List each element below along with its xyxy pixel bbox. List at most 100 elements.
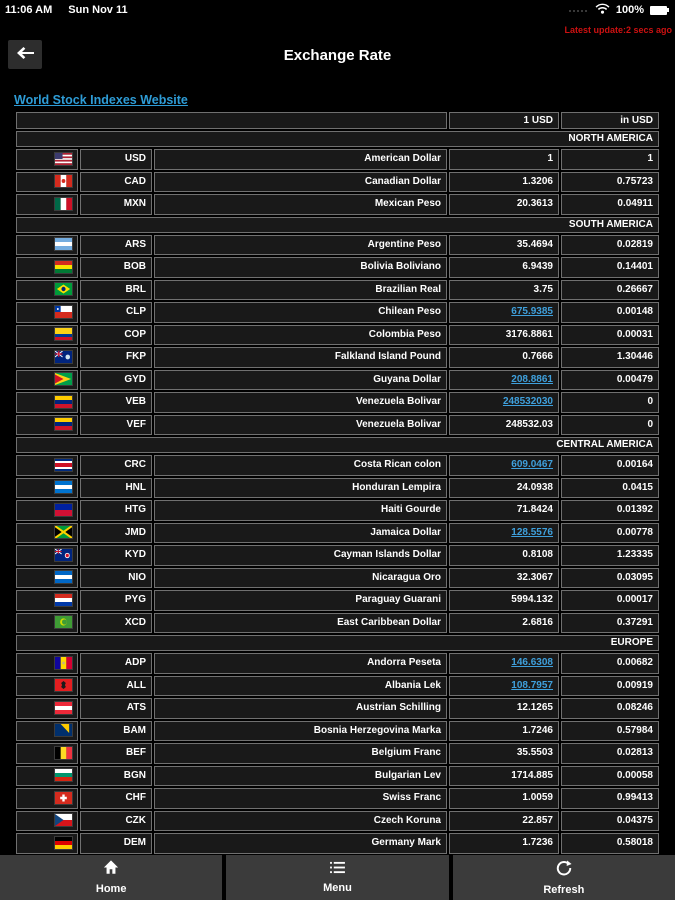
- rate-value: 0.8108: [522, 549, 553, 560]
- rate-value: 32.3067: [516, 571, 553, 583]
- inusd-cell: 0.14401: [561, 257, 659, 278]
- currency-code-cell: ATS: [80, 698, 152, 719]
- flag-usd-icon: [54, 151, 73, 166]
- flag-cell: [16, 567, 78, 588]
- flag-cell: [16, 500, 78, 521]
- rate-link[interactable]: 108.7957: [511, 679, 553, 691]
- flag-bam-icon: [54, 723, 73, 738]
- rate-cell: 20.3613: [449, 194, 559, 215]
- inusd-cell: 0.00919: [561, 675, 659, 696]
- rate-cell: 71.8424: [449, 500, 559, 521]
- currency-row: NIO Nicaragua Oro 32.3067 0.03095: [16, 567, 659, 588]
- table-header-row: 1 USD in USD: [16, 112, 659, 129]
- bottom-nav: Home Menu Refresh: [0, 855, 675, 900]
- currency-row: HTG Haiti Gourde 71.8424 0.01392: [16, 500, 659, 521]
- currency-row: BEF Belgium Franc 35.5503 0.02813: [16, 743, 659, 764]
- nav-refresh-button[interactable]: Refresh: [452, 855, 675, 900]
- currency-row: GYD Guyana Dollar 208.8861 0.00479: [16, 369, 659, 390]
- flag-cell: [16, 369, 78, 390]
- section-header-row: NORTH AMERICA: [16, 131, 659, 147]
- rate-link[interactable]: 248532030: [502, 396, 553, 407]
- flag-brl-icon: [54, 282, 73, 297]
- currency-row: ADP Andorra Peseta 146.6308 0.00682: [16, 653, 659, 674]
- signal-dots-icon: [568, 9, 589, 13]
- rate-link[interactable]: 609.0467: [511, 459, 553, 470]
- rate-cell: 22.857: [449, 810, 559, 831]
- currency-row: CAD Canadian Dollar 1.3206 0.75723: [16, 171, 659, 192]
- flag-cell: [16, 302, 78, 323]
- nav-home-button[interactable]: Home: [0, 855, 223, 900]
- flag-all-icon: [54, 678, 73, 693]
- currency-name-cell: Honduran Lempira: [154, 477, 447, 498]
- rate-cell: 0.8108: [449, 545, 559, 566]
- inusd-cell: 0.0415: [561, 477, 659, 498]
- inusd-cell: 0.37291: [561, 612, 659, 633]
- rate-link[interactable]: 128.5576: [511, 526, 553, 538]
- nav-label: Home: [95, 883, 127, 895]
- rate-link[interactable]: 146.6308: [511, 657, 553, 668]
- currency-code-cell: BOB: [80, 257, 152, 278]
- currency-row: MXN Mexican Peso 20.3613 0.04911: [16, 194, 659, 215]
- currency-code-cell: USD: [80, 149, 152, 170]
- flag-pyg-icon: [54, 592, 73, 607]
- date: Sun Nov 11: [68, 4, 128, 16]
- home-icon: [103, 860, 119, 880]
- inusd-cell: 0.00058: [561, 765, 659, 786]
- flag-fkp-icon: [54, 349, 73, 364]
- flag-cell: [16, 698, 78, 719]
- currency-row: PYG Paraguay Guarani 5994.132 0.00017: [16, 590, 659, 611]
- flag-cell: [16, 477, 78, 498]
- rate-value: 3176.8861: [505, 328, 553, 340]
- flag-nio-icon: [54, 570, 73, 585]
- currency-row: CHF Swiss Franc 1.0059 0.99413: [16, 788, 659, 809]
- inusd-cell: 0.00031: [561, 324, 659, 345]
- back-button[interactable]: [8, 40, 42, 69]
- currency-name-cell: Czech Koruna: [154, 810, 447, 831]
- inusd-cell: 0.58018: [561, 833, 659, 854]
- currency-row: JMD Jamaica Dollar 128.5576 0.00778: [16, 522, 659, 543]
- currency-code-cell: JMD: [80, 522, 152, 543]
- rate-cell: 1: [449, 149, 559, 170]
- flag-adp-icon: [54, 655, 73, 670]
- flag-cell: [16, 149, 78, 170]
- inusd-cell: 0.57984: [561, 720, 659, 741]
- inusd-cell: 0.00017: [561, 590, 659, 611]
- currency-code-cell: BRL: [80, 279, 152, 300]
- currency-code-cell: VEB: [80, 392, 152, 413]
- currency-row: COP Colombia Peso 3176.8861 0.00031: [16, 324, 659, 345]
- inusd-cell: 0.04375: [561, 810, 659, 831]
- flag-dem-icon: [54, 835, 73, 850]
- rate-cell: 248532.03: [449, 414, 559, 435]
- rate-value: 71.8424: [516, 504, 553, 515]
- currency-name-cell: Bulgarian Lev: [154, 765, 447, 786]
- flag-cell: [16, 257, 78, 278]
- world-stock-indexes-link[interactable]: World Stock Indexes Website: [14, 93, 188, 107]
- inusd-cell: 0.04911: [561, 194, 659, 215]
- inusd-cell: 0.02819: [561, 234, 659, 255]
- nav-menu-button[interactable]: Menu: [226, 855, 449, 900]
- rate-link[interactable]: 208.8861: [511, 373, 553, 385]
- rate-cell: 5994.132: [449, 590, 559, 611]
- rate-cell: 2.6816: [449, 612, 559, 633]
- rate-link[interactable]: 675.9385: [511, 306, 553, 317]
- flag-cell: [16, 590, 78, 611]
- currency-code-cell: ADP: [80, 653, 152, 674]
- nav-label: Menu: [323, 882, 352, 894]
- inusd-cell: 1.30446: [561, 347, 659, 368]
- col-header-1usd: 1 USD: [449, 112, 559, 129]
- flag-crc-icon: [54, 457, 73, 472]
- currency-row: BAM Bosnia Herzegovina Marka 1.7246 0.57984: [16, 720, 659, 741]
- currency-code-cell: DEM: [80, 833, 152, 854]
- rate-value: 1.0059: [522, 792, 553, 803]
- currency-name-cell: Costa Rican colon: [154, 455, 447, 476]
- currency-code-cell: NIO: [80, 567, 152, 588]
- header-empty-cell: [16, 112, 447, 129]
- currency-name-cell: Colombia Peso: [154, 324, 447, 345]
- inusd-cell: 0.26667: [561, 279, 659, 300]
- currency-row: ALL Albania Lek 108.7957 0.00919: [16, 675, 659, 696]
- inusd-cell: 0.00164: [561, 455, 659, 476]
- flag-xcd-icon: [54, 615, 73, 630]
- currency-code-cell: BAM: [80, 720, 152, 741]
- rate-cell: 12.1265: [449, 698, 559, 719]
